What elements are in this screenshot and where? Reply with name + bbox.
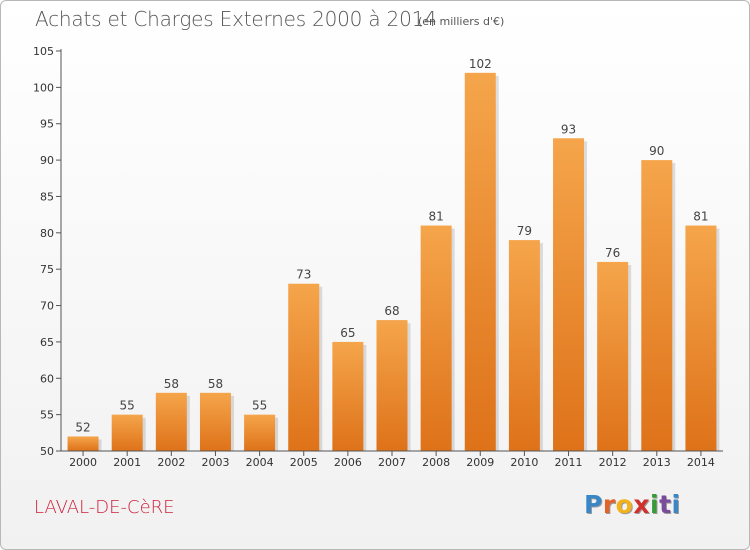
bar xyxy=(597,261,629,451)
bar-value-label: 79 xyxy=(517,224,532,238)
brand-letter: i xyxy=(650,490,660,519)
bar xyxy=(155,392,187,451)
x-tick-label: 2003 xyxy=(201,456,229,469)
town-name: LAVAL-DE-CèRE xyxy=(34,497,175,518)
y-tick-label: 50 xyxy=(40,445,54,458)
x-tick-label: 2011 xyxy=(555,456,583,469)
y-tick-label: 105 xyxy=(33,45,54,58)
x-tick-label: 2010 xyxy=(510,456,538,469)
bar xyxy=(199,392,231,451)
y-tick-label: 60 xyxy=(40,372,54,385)
y-tick-label: 90 xyxy=(40,154,54,167)
chart-subtitle: (en milliers d'€) xyxy=(418,15,505,28)
bar-value-label: 55 xyxy=(252,399,267,413)
x-tick-label: 2002 xyxy=(157,456,185,469)
bar-value-label: 93 xyxy=(561,122,576,136)
bar xyxy=(376,320,408,451)
brand-letter: x xyxy=(633,490,650,519)
brand-letter: o xyxy=(615,490,634,519)
x-tick-label: 2006 xyxy=(334,456,362,469)
brand-letter: t xyxy=(659,490,672,519)
bar-value-label: 58 xyxy=(208,377,223,391)
brand-letter: P xyxy=(584,490,603,519)
bar-value-label: 90 xyxy=(649,144,664,158)
x-tick-label: 2012 xyxy=(599,456,627,469)
bar xyxy=(553,138,585,452)
bar-value-label: 81 xyxy=(428,210,443,224)
proxiti-logo: Proxiti xyxy=(584,490,681,519)
bar xyxy=(332,341,364,451)
x-tick-label: 2009 xyxy=(466,456,494,469)
bar-value-label: 73 xyxy=(296,268,311,282)
x-tick-label: 2007 xyxy=(378,456,406,469)
x-tick-label: 2008 xyxy=(422,456,450,469)
bar-value-label: 81 xyxy=(693,210,708,224)
bar xyxy=(420,225,452,451)
bar-value-label: 65 xyxy=(340,326,355,340)
y-tick-label: 95 xyxy=(40,118,54,131)
bar xyxy=(464,72,496,452)
bar xyxy=(67,436,99,451)
bar-value-label: 102 xyxy=(469,57,492,71)
brand-letter: i xyxy=(671,490,681,519)
brand-letter: r xyxy=(602,490,616,519)
y-tick-label: 70 xyxy=(40,300,54,313)
bar xyxy=(508,240,540,451)
y-tick-label: 65 xyxy=(40,336,54,349)
x-tick-label: 2004 xyxy=(246,456,274,469)
axes-group: 2000 2001 2002 2003 2004 2005 2006 2007 2008 2009… xyxy=(33,45,723,469)
bar xyxy=(685,225,717,451)
x-tick-label: 2001 xyxy=(113,456,141,469)
bar xyxy=(288,283,320,451)
bar xyxy=(244,414,276,451)
bar-value-label: 58 xyxy=(164,377,179,391)
bars-group: 52 55 58 58 55 73 65 68 81 102 79 93 76 90 81 xyxy=(67,57,720,452)
x-tick-label: 2014 xyxy=(687,456,715,469)
y-tick-label: 75 xyxy=(40,263,54,276)
bar-value-label: 76 xyxy=(605,246,620,260)
bar-value-label: 52 xyxy=(75,420,90,434)
bar xyxy=(641,160,673,451)
bar-value-label: 55 xyxy=(120,399,135,413)
bar-value-label: 68 xyxy=(384,304,399,318)
chart-title: Achats et Charges Externes 2000 à 2014 xyxy=(35,7,437,31)
y-tick-label: 85 xyxy=(40,190,54,203)
x-tick-label: 2000 xyxy=(69,456,97,469)
y-tick-label: 55 xyxy=(40,409,54,422)
bar xyxy=(111,414,143,451)
x-tick-label: 2005 xyxy=(290,456,318,469)
x-tick-label: 2013 xyxy=(643,456,671,469)
y-tick-label: 80 xyxy=(40,227,54,240)
y-tick-label: 100 xyxy=(33,81,54,94)
